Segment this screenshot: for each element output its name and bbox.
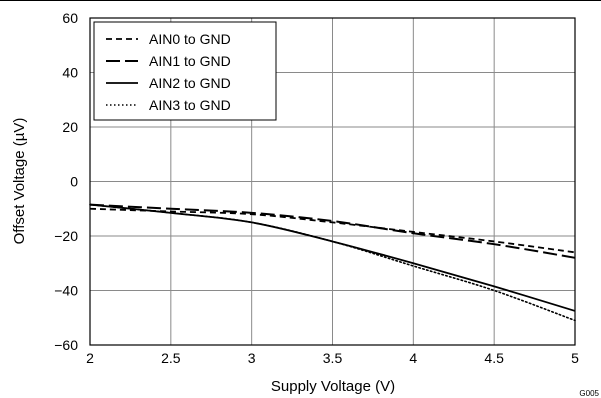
legend-items: AIN0 to GND AIN1 to GND AIN2 to GND AIN3 to… bbox=[106, 31, 231, 113]
legend-label-ain3: AIN3 to GND bbox=[149, 97, 231, 113]
legend-label-ain1: AIN1 to GND bbox=[149, 53, 231, 69]
grid bbox=[89, 17, 576, 346]
x-tick-labels: 2 2.5 3 3.5 4 4.5 5 bbox=[86, 350, 579, 366]
y-tick-label: −60 bbox=[54, 337, 78, 353]
y-axis-title: Offset Voltage (µV) bbox=[11, 118, 28, 245]
legend-label-ain0: AIN0 to GND bbox=[149, 31, 231, 47]
x-tick-label: 2 bbox=[86, 350, 94, 366]
x-tick-label: 2.5 bbox=[161, 350, 181, 366]
x-tick-label: 3.5 bbox=[323, 350, 343, 366]
y-tick-label: 0 bbox=[70, 174, 78, 190]
x-tick-label: 4.5 bbox=[484, 350, 504, 366]
y-tick-label: 40 bbox=[62, 65, 78, 81]
legend: AIN0 to GND AIN1 to GND AIN2 to GND AIN3 to… bbox=[93, 21, 277, 121]
figure-id-label: G005 bbox=[579, 389, 599, 398]
y-tick-label: 20 bbox=[62, 119, 78, 135]
x-tick-label: 5 bbox=[571, 350, 579, 366]
x-tick-label: 3 bbox=[248, 350, 256, 366]
series-line-ain3 bbox=[89, 203, 576, 322]
legend-label-ain2: AIN2 to GND bbox=[149, 75, 231, 91]
x-axis-title: Supply Voltage (V) bbox=[271, 378, 395, 395]
series-layer bbox=[89, 203, 576, 322]
series-line-ain0 bbox=[89, 207, 576, 254]
y-tick-labels: −60 −40 −20 0 20 40 60 bbox=[54, 10, 78, 353]
y-tick-label: 60 bbox=[62, 10, 78, 26]
x-tick-label: 4 bbox=[409, 350, 417, 366]
legend-box bbox=[93, 21, 277, 121]
y-tick-label: −40 bbox=[54, 283, 78, 299]
series-line-ain1 bbox=[89, 203, 576, 259]
plot-frame bbox=[89, 17, 576, 346]
y-tick-label: −20 bbox=[54, 228, 78, 244]
